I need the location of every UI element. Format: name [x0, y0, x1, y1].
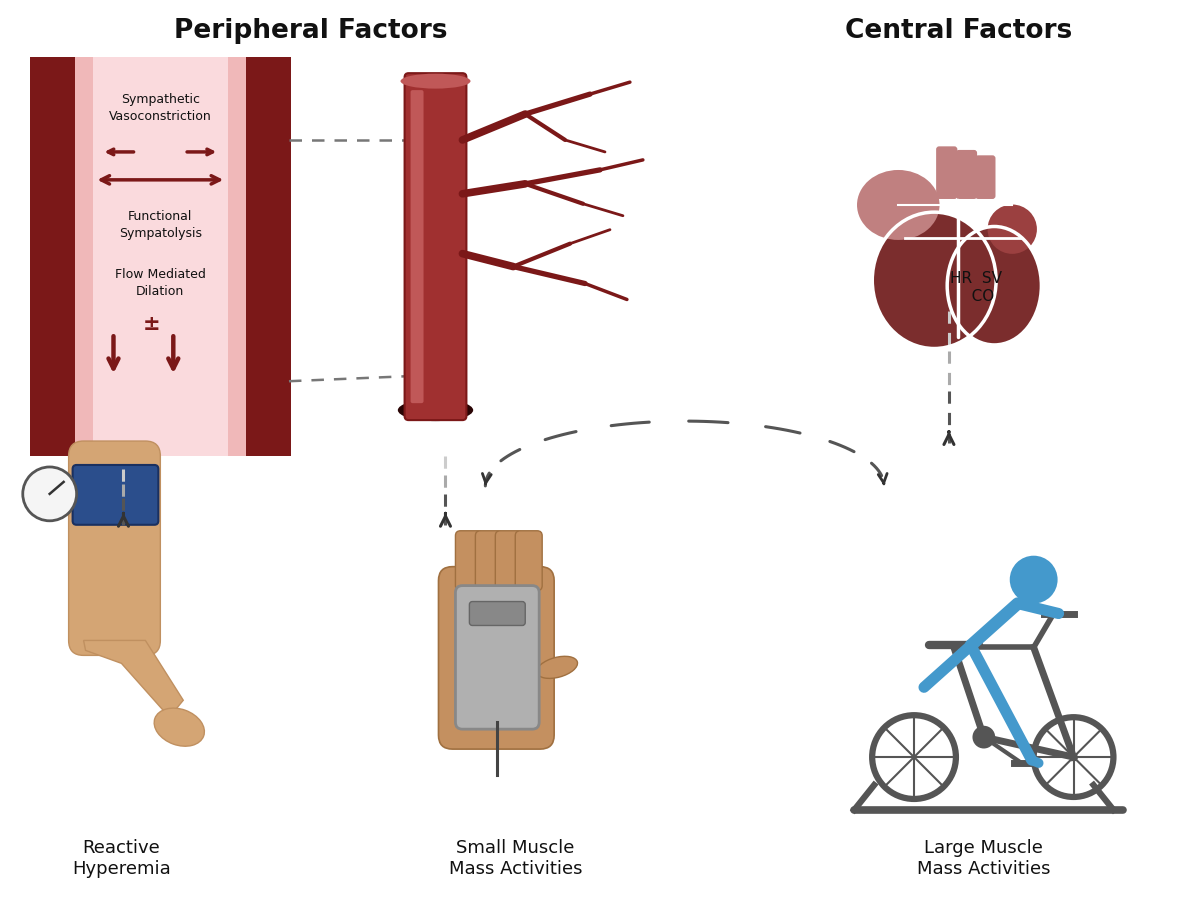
Ellipse shape: [536, 657, 577, 679]
FancyBboxPatch shape: [976, 156, 996, 200]
FancyBboxPatch shape: [74, 58, 246, 456]
Text: Large Muscle
Mass Activities: Large Muscle Mass Activities: [917, 838, 1050, 877]
FancyBboxPatch shape: [515, 531, 542, 591]
FancyBboxPatch shape: [68, 442, 161, 656]
FancyBboxPatch shape: [30, 58, 74, 456]
Ellipse shape: [401, 75, 470, 89]
FancyBboxPatch shape: [246, 58, 290, 456]
Text: ±: ±: [143, 314, 160, 334]
FancyBboxPatch shape: [228, 58, 246, 456]
Text: Functional
Sympatolysis: Functional Sympatolysis: [119, 210, 202, 240]
Ellipse shape: [398, 400, 473, 422]
FancyBboxPatch shape: [956, 150, 977, 200]
FancyBboxPatch shape: [74, 58, 92, 456]
Ellipse shape: [154, 709, 204, 746]
Text: HR  SV
   CO: HR SV CO: [950, 271, 1002, 303]
Text: Reactive
Hyperemia: Reactive Hyperemia: [72, 838, 170, 877]
FancyBboxPatch shape: [438, 567, 554, 749]
FancyBboxPatch shape: [469, 602, 526, 626]
Text: Flow Mediated
Dilation: Flow Mediated Dilation: [115, 267, 205, 297]
FancyBboxPatch shape: [410, 91, 424, 404]
Circle shape: [23, 467, 77, 521]
Text: Peripheral Factors: Peripheral Factors: [174, 18, 448, 45]
FancyBboxPatch shape: [404, 74, 467, 421]
Circle shape: [1009, 556, 1057, 604]
FancyBboxPatch shape: [456, 586, 539, 730]
Ellipse shape: [857, 170, 940, 241]
Text: Sympathetic
Vasoconstriction: Sympathetic Vasoconstriction: [109, 93, 211, 123]
Ellipse shape: [947, 227, 1042, 345]
Text: Central Factors: Central Factors: [845, 18, 1073, 45]
Polygon shape: [84, 640, 184, 717]
Ellipse shape: [872, 213, 996, 349]
FancyBboxPatch shape: [73, 466, 158, 526]
Text: Small Muscle
Mass Activities: Small Muscle Mass Activities: [449, 838, 582, 877]
FancyBboxPatch shape: [496, 531, 522, 591]
Ellipse shape: [988, 205, 1037, 254]
Circle shape: [974, 727, 994, 747]
FancyBboxPatch shape: [456, 531, 482, 591]
FancyBboxPatch shape: [475, 531, 503, 591]
FancyBboxPatch shape: [936, 148, 958, 200]
